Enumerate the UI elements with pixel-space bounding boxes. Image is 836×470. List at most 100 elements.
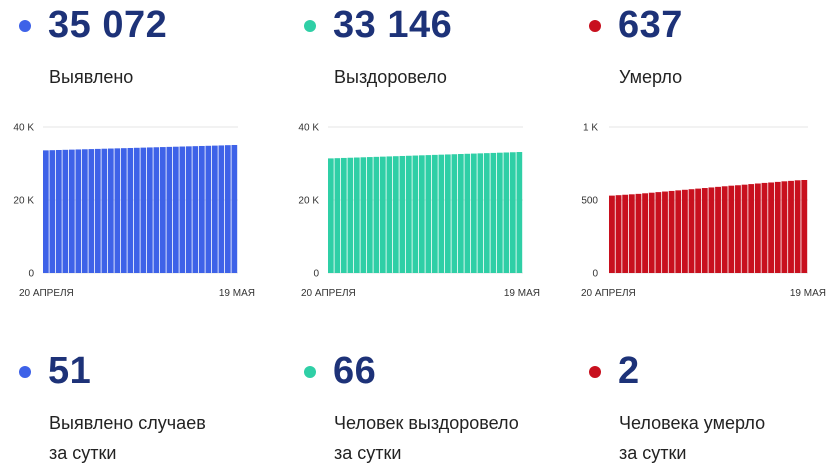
bar — [134, 147, 140, 273]
daily-label-detected-line2: за сутки — [49, 443, 117, 463]
stat-value-deaths: 637 — [618, 4, 683, 46]
bar — [341, 157, 347, 273]
bar — [386, 156, 393, 273]
bar — [406, 155, 412, 273]
bar — [458, 154, 464, 273]
y-tick-label: 0 — [28, 269, 34, 280]
blue-dot-icon — [19, 20, 31, 32]
bar — [160, 147, 166, 273]
bar — [432, 154, 438, 273]
bar — [471, 153, 477, 273]
daily-label-recovered-line2: за сутки — [334, 443, 402, 463]
bar — [367, 157, 373, 273]
bar — [62, 149, 69, 273]
bar — [728, 185, 735, 273]
bar — [225, 145, 231, 273]
chart-deaths: 0 500 1 K 20 АПРЕЛЯ 19 МАЯ — [581, 123, 826, 300]
bar — [628, 194, 635, 273]
bar — [754, 183, 761, 273]
bar — [399, 155, 406, 273]
bar — [788, 180, 794, 273]
bar — [675, 190, 682, 273]
bar — [648, 192, 655, 273]
bar — [425, 155, 432, 273]
stat-label-recovered: Выздоровело — [334, 67, 447, 87]
bar — [721, 186, 728, 273]
bar — [114, 148, 121, 273]
y-tick-label: 20 K — [13, 196, 34, 207]
bar — [153, 147, 160, 273]
bar — [774, 181, 781, 273]
bar — [69, 149, 75, 273]
y-tick-label: 40 K — [298, 123, 319, 134]
bar — [662, 191, 668, 273]
bar — [95, 148, 101, 273]
daily-label-deaths-line2: за сутки — [619, 443, 687, 463]
bar — [768, 182, 775, 273]
bar — [140, 147, 147, 273]
bar — [186, 146, 192, 273]
x-tick-label-end: 19 МАЯ — [504, 288, 540, 299]
bar — [393, 156, 399, 273]
x-tick-label-end: 19 МАЯ — [219, 288, 255, 299]
daily-label-detected-line1: Выявлено случаев — [49, 413, 206, 433]
bar — [360, 157, 367, 273]
daily-value-deaths: 2 — [618, 350, 640, 392]
x-tick-label-end: 19 МАЯ — [790, 288, 826, 299]
y-tick-label: 500 — [581, 196, 598, 207]
daily-label-recovered: Человек выздоровело за сутки — [334, 408, 574, 468]
bar — [516, 152, 523, 273]
bar — [609, 195, 615, 273]
bar — [655, 192, 662, 273]
bar — [373, 156, 380, 273]
daily-label-deaths-line1: Человека умерло — [619, 413, 766, 433]
x-tick-label-start: 20 АПРЕЛЯ — [301, 288, 356, 299]
bar — [497, 152, 503, 273]
bar — [635, 193, 642, 273]
bar — [88, 149, 95, 273]
bar — [205, 145, 212, 273]
bar — [701, 188, 708, 273]
bar — [121, 148, 127, 273]
bar — [748, 184, 755, 273]
bar — [451, 154, 458, 273]
x-tick-label-start: 20 АПРЕЛЯ — [19, 288, 74, 299]
daily-label-recovered-line1: Человек выздоровело — [334, 413, 519, 433]
bar — [127, 147, 134, 273]
bar — [56, 149, 62, 273]
bar — [477, 153, 484, 273]
x-tick-label-start: 20 АПРЕЛЯ — [581, 288, 636, 299]
bar — [490, 152, 497, 273]
bar — [147, 147, 153, 273]
bar — [218, 145, 225, 273]
y-tick-label: 20 K — [298, 196, 319, 207]
stat-label-deaths: Умерло — [619, 67, 683, 87]
bar — [615, 195, 622, 273]
bar — [695, 188, 702, 273]
bar — [642, 193, 648, 273]
red-dot-icon — [589, 366, 601, 378]
bar — [681, 189, 688, 273]
bar — [179, 146, 186, 273]
bar — [622, 194, 629, 273]
bar — [741, 184, 748, 273]
stat-value-detected: 35 072 — [48, 4, 168, 46]
bar — [503, 152, 510, 273]
bar — [794, 180, 801, 273]
y-tick-label: 0 — [592, 269, 598, 280]
chart-detected: 0 20 K 40 K 20 АПРЕЛЯ 19 МАЯ — [13, 123, 255, 300]
daily-label-deaths: Человека умерло за сутки — [619, 408, 836, 468]
bar — [438, 154, 445, 273]
chart-recovered: 0 20 K 40 K 20 АПРЕЛЯ 19 МАЯ — [298, 123, 540, 300]
bar — [735, 185, 741, 273]
bar — [464, 153, 471, 273]
stat-label-detected: Выявлено — [49, 67, 134, 87]
bar — [212, 145, 218, 273]
daily-value-recovered: 66 — [333, 350, 377, 392]
bar — [328, 158, 334, 273]
bar — [354, 157, 360, 273]
bar — [445, 154, 451, 273]
bar — [380, 156, 386, 273]
daily-label-detected: Выявлено случаев за сутки — [49, 408, 289, 468]
bar — [715, 186, 721, 273]
